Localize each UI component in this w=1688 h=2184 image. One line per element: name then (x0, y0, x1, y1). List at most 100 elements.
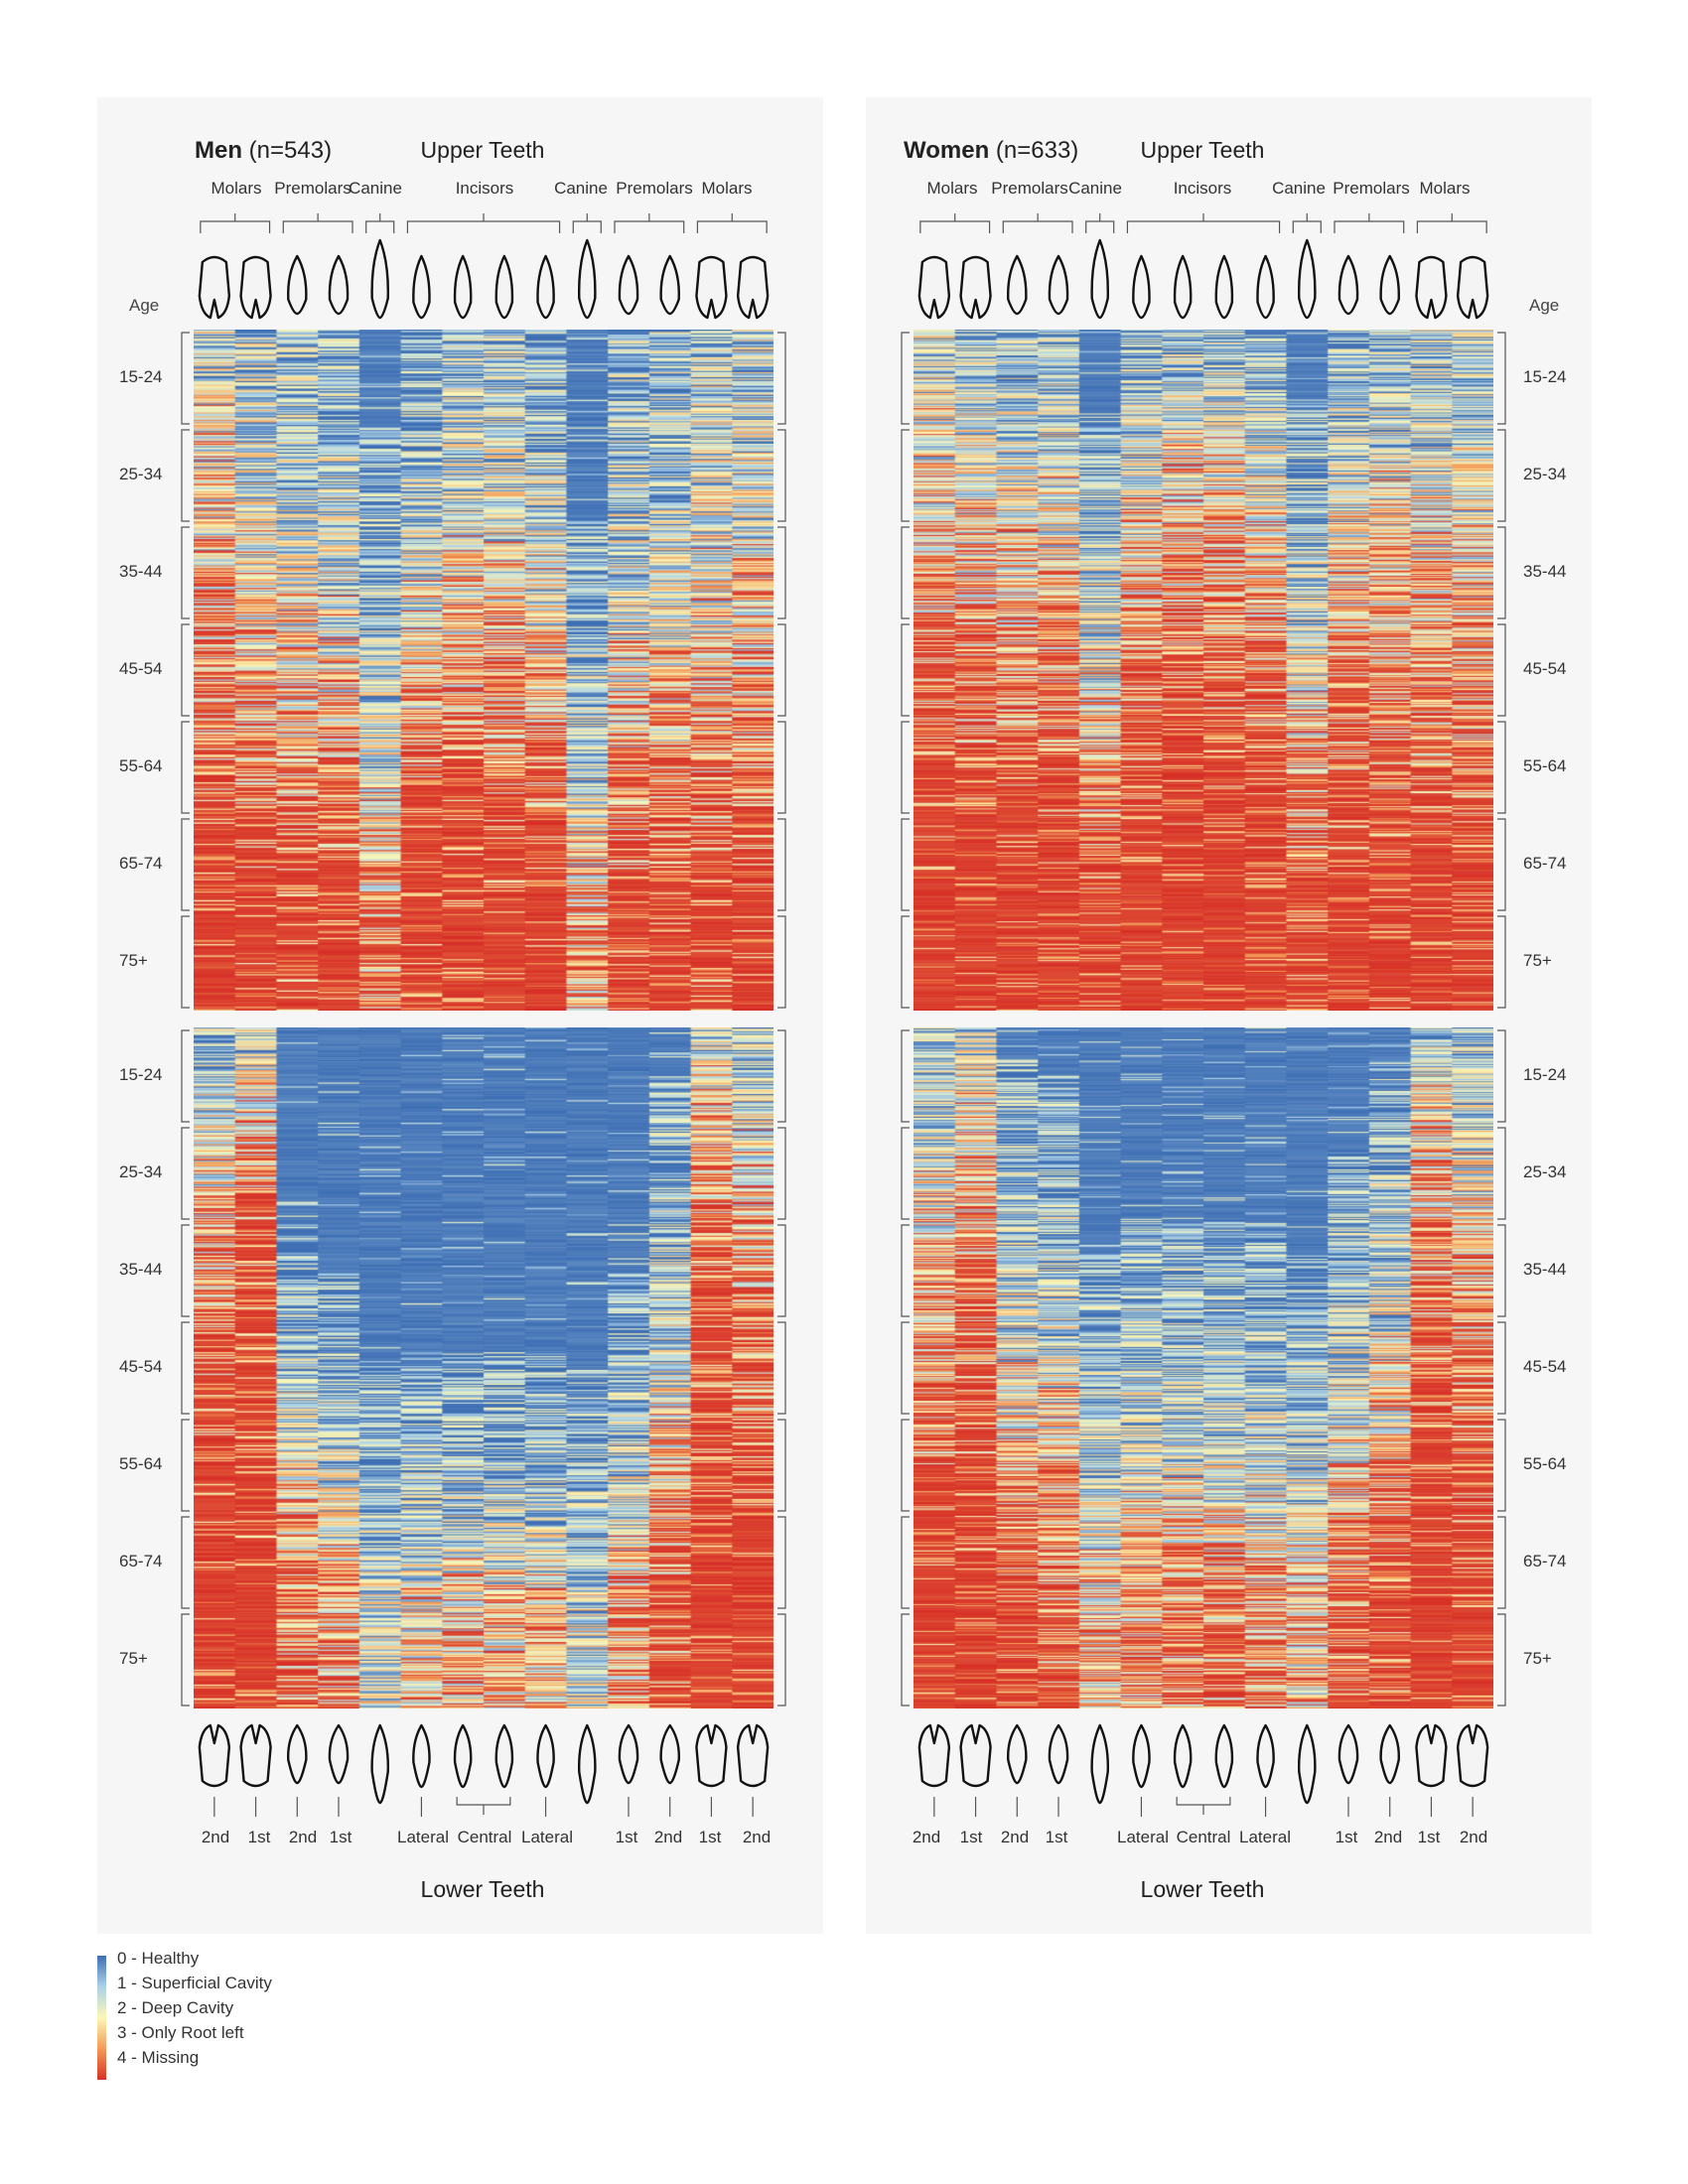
age-group-label: 25-34 (1523, 465, 1567, 483)
group-bracket (614, 213, 685, 233)
age-bracket (777, 429, 786, 522)
incisor-tooth-icon (412, 1723, 431, 1789)
lower-tooth-label: 1st (1335, 1828, 1358, 1846)
molar-tooth-icon (1415, 1723, 1448, 1788)
molar-tooth-icon (239, 255, 272, 320)
age-bracket (901, 1516, 910, 1609)
lower-teeth-heatmap (914, 1027, 1493, 1708)
upper-teeth-heatmap (914, 330, 1493, 1011)
age-group-label: 55-64 (119, 756, 163, 775)
lower-tooth-label: 2nd (742, 1828, 772, 1846)
group-bracket (696, 213, 768, 233)
premolar-tooth-icon (1048, 1723, 1069, 1785)
age-bracket (901, 332, 910, 425)
age-bracket (777, 623, 786, 717)
lower-tooth-label: 1st (1045, 1828, 1068, 1846)
incisor-tooth-icon (494, 254, 514, 320)
age-bracket (1497, 429, 1506, 522)
molar-tooth-icon (695, 1723, 728, 1788)
lower-tooth-label: 2nd (1000, 1828, 1030, 1846)
age-group-label: 75+ (1523, 951, 1552, 970)
teeth-illustrations (917, 238, 1489, 1805)
premolar-tooth-icon (1337, 1723, 1359, 1785)
upper-group-label: Molars (1419, 179, 1471, 198)
molar-tooth-icon (239, 1723, 272, 1788)
lower-tooth-label: 2nd (201, 1828, 230, 1846)
molar-tooth-icon (959, 255, 992, 320)
age-bracket (181, 526, 190, 619)
age-group-label: 55-64 (119, 1454, 163, 1473)
age-heading: Age (1529, 296, 1560, 315)
age-bracket (1497, 1419, 1506, 1512)
lower-tooth-label: 2nd (1373, 1828, 1403, 1846)
upper-teeth-title: Upper Teeth (1140, 137, 1265, 163)
legend-item: 1 - Superficial Cavity (117, 1974, 272, 1992)
incisor-tooth-icon (1256, 1723, 1275, 1789)
group-bracket (200, 213, 271, 233)
lower-teeth-title: Lower Teeth (420, 1876, 545, 1902)
age-group-label: 15-24 (1523, 367, 1567, 386)
lower-tooth-label: 1st (615, 1828, 638, 1846)
panel-title: Women (n=633) (904, 137, 1079, 164)
age-bracket (777, 1613, 786, 1706)
incisor-tooth-icon (1173, 254, 1193, 320)
legend-item: 2 - Deep Cavity (117, 1998, 234, 2017)
premolar-tooth-icon (1337, 254, 1359, 316)
age-group-label: 25-34 (119, 1162, 163, 1181)
age-group-label: 75+ (1523, 1649, 1552, 1668)
group-bracket (1085, 213, 1115, 233)
age-group-label: 55-64 (1523, 756, 1567, 775)
women-panel: Women (n=633) Upper Teeth Molars Premola… (866, 97, 1592, 1934)
lower-tooth-label: Lateral (1239, 1828, 1291, 1846)
age-bracket (901, 1613, 910, 1706)
premolar-tooth-icon (659, 1723, 680, 1785)
age-bracket (777, 1516, 786, 1609)
lower-teeth-title: Lower Teeth (1140, 1876, 1265, 1902)
incisor-tooth-icon (536, 1723, 555, 1789)
age-group-label: 35-44 (119, 562, 163, 581)
incisor-tooth-icon (1256, 254, 1275, 320)
age-bracket (777, 818, 786, 911)
upper-group-label: Canine (1068, 179, 1122, 198)
men-panel: Men (n=543) Upper Teeth Molars Premolars… (97, 97, 823, 1934)
lower-tooth-label: 2nd (653, 1828, 683, 1846)
age-bracket (1497, 1613, 1506, 1706)
age-bracket (181, 915, 190, 1009)
age-bracket (777, 1224, 786, 1317)
lower-tooth-label: Lateral (1117, 1828, 1169, 1846)
canine-tooth-icon (1297, 238, 1317, 320)
age-bracket (777, 1419, 786, 1512)
age-group-label: 35-44 (1523, 1260, 1567, 1279)
incisor-tooth-icon (1214, 1723, 1234, 1789)
age-group-label: 55-64 (1523, 1454, 1567, 1473)
upper-teeth-heatmap (194, 330, 774, 1011)
premolar-tooth-icon (1379, 254, 1400, 316)
lower-tooth-label: Lateral (521, 1828, 573, 1846)
lower-tooth-label: 2nd (912, 1828, 941, 1846)
canine-tooth-icon (370, 238, 390, 320)
legend-color-bar (97, 1956, 106, 2080)
age-bracket (777, 526, 786, 619)
premolar-tooth-icon (618, 1723, 639, 1785)
panel-title: Men (n=543) (195, 137, 333, 164)
upper-group-label: Incisors (455, 179, 514, 198)
molar-tooth-icon (959, 1723, 992, 1788)
legend-item: 4 - Missing (117, 2048, 200, 2067)
incisor-tooth-icon (1173, 1723, 1193, 1789)
lower-tooth-label: 1st (959, 1828, 983, 1846)
central-bracket (1176, 1797, 1231, 1815)
age-bracket (1497, 526, 1506, 619)
age-bracket (777, 332, 786, 425)
lower-tooth-label: 1st (329, 1828, 352, 1846)
age-bracket (181, 1419, 190, 1512)
age-group-label: 45-54 (1523, 1357, 1567, 1376)
age-group-label: 75+ (119, 951, 148, 970)
molar-tooth-icon (917, 255, 951, 320)
age-bracket (181, 1029, 190, 1123)
age-group-label: 35-44 (119, 1260, 163, 1279)
lower-tooth-label: Central (457, 1828, 512, 1846)
lower-tooth-label: 1st (698, 1828, 722, 1846)
incisor-tooth-icon (412, 254, 431, 320)
molar-tooth-icon (917, 1723, 951, 1788)
molar-tooth-icon (695, 255, 728, 320)
